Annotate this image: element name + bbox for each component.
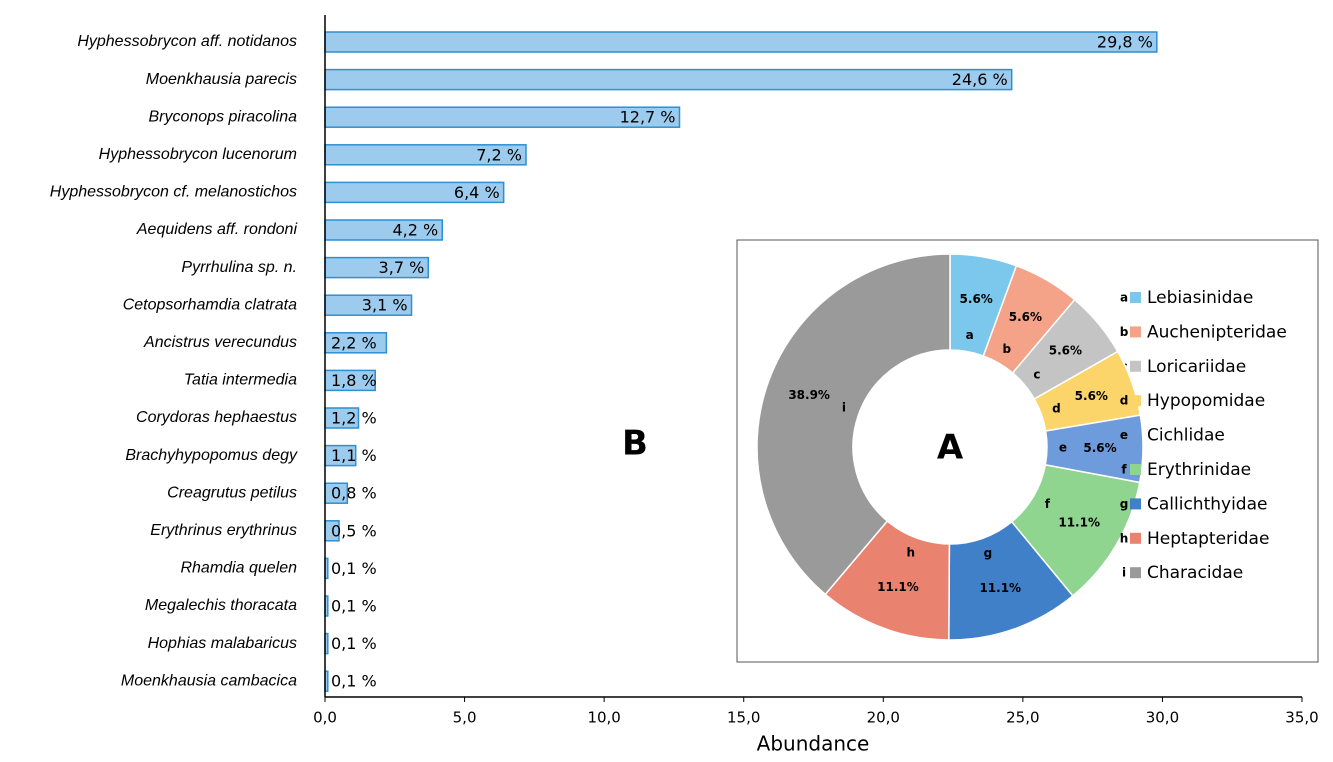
x-tick-label: 0,0 bbox=[313, 709, 337, 727]
value-label: 0,1 % bbox=[331, 597, 377, 616]
y-tick-label: Pyrrhulina sp. n. bbox=[181, 259, 297, 276]
y-tick-label: Cetopsorhamdia clatrata bbox=[123, 296, 297, 313]
value-label: 0,5 % bbox=[331, 521, 377, 540]
y-tick-label: Moenkhausia cambacica bbox=[121, 672, 297, 689]
slice-label: 11.1% bbox=[877, 580, 919, 594]
value-label: 24,6 % bbox=[952, 70, 1008, 89]
slice-label: 11.1% bbox=[979, 581, 1021, 595]
value-label: 4,2 % bbox=[393, 221, 439, 240]
slice-letter: a bbox=[966, 328, 974, 342]
legend-swatch bbox=[1130, 532, 1141, 544]
legend-label: Heptapteridae bbox=[1147, 529, 1269, 549]
value-label: 1,1 % bbox=[331, 446, 377, 465]
y-tick-label: Hyphessobrycon aff. notidanos bbox=[77, 33, 297, 50]
value-label: 0,1 % bbox=[331, 559, 377, 578]
x-tick-label: 25,0 bbox=[1006, 709, 1039, 727]
y-tick-label: Brachyhypopomus degy bbox=[125, 447, 298, 464]
slice-letter: g bbox=[984, 546, 993, 560]
legend-swatch bbox=[1130, 429, 1141, 441]
value-label: 29,8 % bbox=[1097, 33, 1153, 52]
panel-label: B bbox=[622, 424, 648, 464]
value-label: 2,2 % bbox=[331, 333, 377, 352]
y-tick-label: Erythrinus erythrinus bbox=[150, 522, 297, 539]
y-tick-label: Hyphessobrycon lucenorum bbox=[99, 146, 297, 163]
slice-letter: b bbox=[1003, 342, 1012, 356]
y-tick-label: Tatia intermedia bbox=[184, 372, 297, 389]
legend-swatch bbox=[1130, 464, 1141, 475]
legend-label: Characidae bbox=[1147, 563, 1243, 583]
legend-letter: d bbox=[1120, 394, 1129, 408]
slice-label: 38.9% bbox=[788, 388, 830, 402]
legend-letter: h bbox=[1120, 531, 1129, 545]
panel-label: A bbox=[937, 428, 964, 468]
value-label: 0,1 % bbox=[331, 672, 377, 691]
value-label: 3,7 % bbox=[379, 258, 425, 277]
slice-letter: e bbox=[1059, 441, 1067, 455]
value-label: 0,8 % bbox=[331, 484, 377, 503]
legend-label: Loricariidae bbox=[1147, 357, 1246, 377]
legend-swatch bbox=[1130, 292, 1141, 303]
slice-letter: c bbox=[1033, 367, 1040, 381]
legend-label: Hypopomidae bbox=[1147, 391, 1265, 411]
slice-label: 5.6% bbox=[1049, 344, 1082, 358]
value-label: 1,2 % bbox=[331, 409, 377, 428]
slice-letter: f bbox=[1045, 497, 1051, 511]
slice-label: 11.1% bbox=[1058, 516, 1100, 530]
bar bbox=[324, 31, 1158, 53]
donut-slice bbox=[756, 253, 951, 596]
x-tick-label: 10,0 bbox=[587, 709, 620, 727]
x-tick-label: 5,0 bbox=[453, 709, 477, 727]
legend-letter: i bbox=[1122, 566, 1126, 580]
x-tick-label: 15,0 bbox=[727, 709, 760, 727]
legend-letter: e bbox=[1120, 428, 1128, 442]
legend-letter: b bbox=[1120, 325, 1129, 339]
legend-swatch bbox=[1130, 326, 1141, 338]
y-tick-label: Megalechis thoracata bbox=[145, 597, 297, 614]
y-tick-label: Moenkhausia parecis bbox=[146, 71, 297, 88]
y-tick-label: Aequidens aff. rondoni bbox=[136, 221, 298, 238]
value-label: 12,7 % bbox=[620, 108, 676, 127]
y-tick-label: Bryconops piracolina bbox=[148, 108, 297, 125]
legend-label: Lebiasinidae bbox=[1147, 288, 1253, 308]
bar bbox=[324, 68, 1013, 91]
legend-letter: a bbox=[1120, 291, 1128, 305]
value-label: 7,2 % bbox=[476, 145, 522, 164]
slice-label: 5.6% bbox=[1075, 389, 1108, 403]
legend-label: Erythrinidae bbox=[1147, 460, 1251, 480]
value-label: 0,1 % bbox=[331, 634, 377, 653]
legend-letter: f bbox=[1121, 463, 1127, 477]
legend-swatch bbox=[1130, 498, 1141, 510]
legend-swatch bbox=[1130, 395, 1141, 407]
legend-label: Cichlidae bbox=[1147, 426, 1225, 446]
y-tick-label: Hyphessobrycon cf. melanostichos bbox=[50, 184, 297, 201]
slice-letter: i bbox=[842, 401, 846, 415]
x-tick-label: 20,0 bbox=[867, 709, 900, 727]
slice-label: 5.6% bbox=[1009, 310, 1042, 324]
value-label: 1,8 % bbox=[331, 371, 377, 390]
legend-letter: g bbox=[1120, 497, 1129, 511]
slice-label: 5.6% bbox=[960, 292, 993, 306]
y-tick-label: Corydoras hephaestus bbox=[136, 409, 297, 426]
y-tick-label: Creagrutus petilus bbox=[167, 484, 297, 501]
legend-label: Auchenipteridae bbox=[1147, 322, 1287, 342]
legend-swatch bbox=[1130, 567, 1141, 579]
legend-label: Callichthyidae bbox=[1147, 494, 1267, 514]
x-tick-label: 35,0 bbox=[1285, 709, 1318, 727]
y-tick-label: Rhamdia quelen bbox=[180, 560, 297, 577]
slice-label: 5.6% bbox=[1083, 441, 1116, 455]
y-tick-label: Hophias malabaricus bbox=[148, 635, 297, 652]
value-label: 6,4 % bbox=[454, 183, 500, 202]
x-axis-title: Abundance bbox=[757, 732, 870, 756]
x-tick-label: 30,0 bbox=[1146, 709, 1179, 727]
legend-swatch bbox=[1130, 360, 1141, 372]
value-label: 3,1 % bbox=[362, 296, 408, 315]
slice-letter: d bbox=[1052, 402, 1061, 416]
slice-letter: h bbox=[907, 545, 916, 559]
y-tick-label: Ancistrus verecundus bbox=[143, 334, 297, 351]
